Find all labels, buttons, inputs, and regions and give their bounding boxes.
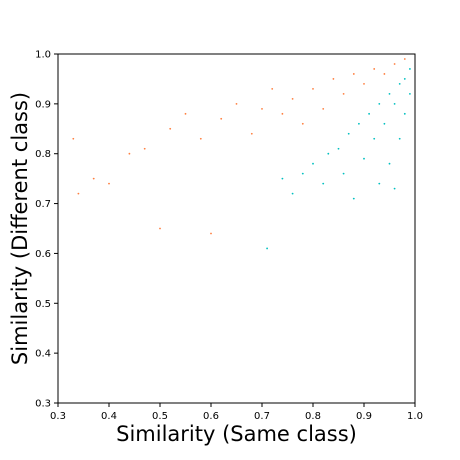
data-point-0-7 <box>337 147 340 150</box>
x-tick-label: 0.6 <box>203 411 219 422</box>
data-point-1-9 <box>199 137 202 140</box>
data-point-1-7 <box>169 127 172 130</box>
y-tick-label: 0.8 <box>35 149 51 160</box>
data-point-1-19 <box>312 88 314 90</box>
data-point-1-16 <box>281 112 284 115</box>
data-point-1-28 <box>403 58 406 60</box>
x-tick-label: 0.9 <box>356 411 372 422</box>
data-point-1-14 <box>261 107 263 110</box>
data-point-0-8 <box>342 172 345 175</box>
x-tick-label: 0.4 <box>101 411 117 422</box>
data-point-0-5 <box>322 182 325 185</box>
data-point-1-2 <box>92 177 95 180</box>
data-point-0-10 <box>352 197 355 200</box>
x-axis-title: Similarity (Same class) <box>116 422 357 446</box>
data-point-1-24 <box>363 83 365 85</box>
data-point-1-20 <box>322 107 325 110</box>
data-point-1-4 <box>128 152 131 155</box>
data-point-0-12 <box>363 157 365 160</box>
data-point-1-25 <box>373 68 376 70</box>
data-point-0-16 <box>378 182 381 185</box>
data-point-1-12 <box>235 102 238 105</box>
y-tick-label: 0.4 <box>35 349 51 360</box>
data-point-0-22 <box>398 83 401 85</box>
data-point-1-11 <box>220 117 223 120</box>
data-point-1-1 <box>77 192 80 195</box>
y-tick-label: 1.0 <box>35 50 51 61</box>
data-point-1-8 <box>184 112 187 115</box>
data-point-1-10 <box>210 232 212 235</box>
y-tick-label: 0.5 <box>35 299 51 310</box>
data-point-1-6 <box>159 227 161 230</box>
data-point-0-18 <box>388 92 391 95</box>
y-tick-label: 0.9 <box>35 99 51 110</box>
data-point-0-3 <box>301 172 304 175</box>
y-tick-label: 0.3 <box>35 399 51 410</box>
x-tick-label: 0.8 <box>305 411 321 422</box>
data-point-0-1 <box>281 177 284 180</box>
data-point-0-4 <box>312 162 314 165</box>
data-point-0-13 <box>368 112 370 115</box>
data-point-1-5 <box>143 147 146 150</box>
data-point-1-23 <box>352 73 355 75</box>
data-point-0-21 <box>393 187 396 190</box>
data-point-1-26 <box>383 73 386 75</box>
data-point-1-15 <box>271 88 274 90</box>
data-point-0-11 <box>358 122 360 125</box>
data-point-0-26 <box>409 68 411 70</box>
data-point-0-17 <box>383 122 386 125</box>
x-tick-label: 0.5 <box>152 411 168 422</box>
data-point-0-2 <box>291 192 294 195</box>
data-point-1-22 <box>342 92 345 95</box>
data-point-0-14 <box>373 137 376 140</box>
data-point-0-20 <box>393 102 396 105</box>
data-point-0-9 <box>347 132 350 135</box>
y-tick-label: 0.6 <box>35 249 51 260</box>
y-axis-ticks: 0.3 0.4 0.5 0.6 0.7 0.8 0.9 1.0 <box>35 50 58 410</box>
y-tick-label: 0.7 <box>35 199 51 210</box>
data-point-0-6 <box>327 152 330 155</box>
plot-background <box>58 54 415 403</box>
data-point-1-18 <box>301 122 304 125</box>
plot-frame <box>57 53 416 404</box>
data-point-0-15 <box>378 102 381 105</box>
data-point-0-27 <box>409 92 411 95</box>
data-point-1-3 <box>108 182 110 185</box>
x-tick-label: 0.3 <box>50 411 66 422</box>
data-point-0-25 <box>403 112 406 115</box>
x-tick-label: 0.7 <box>254 411 270 422</box>
data-point-0-23 <box>398 137 401 140</box>
data-point-1-13 <box>250 132 253 135</box>
data-point-1-21 <box>332 78 335 80</box>
data-point-0-24 <box>403 78 406 80</box>
x-tick-label: 1.0 <box>407 411 423 422</box>
y-axis-title: Similarity (Different class) <box>8 92 32 365</box>
data-point-1-27 <box>393 63 396 65</box>
data-point-0-0 <box>266 247 268 250</box>
scatter-points <box>72 58 411 250</box>
data-point-1-0 <box>72 137 75 140</box>
data-point-1-17 <box>291 97 294 100</box>
x-axis-ticks: 0.3 0.4 0.5 0.6 0.7 0.8 0.9 1.0 <box>50 403 423 422</box>
data-point-0-19 <box>388 162 391 165</box>
